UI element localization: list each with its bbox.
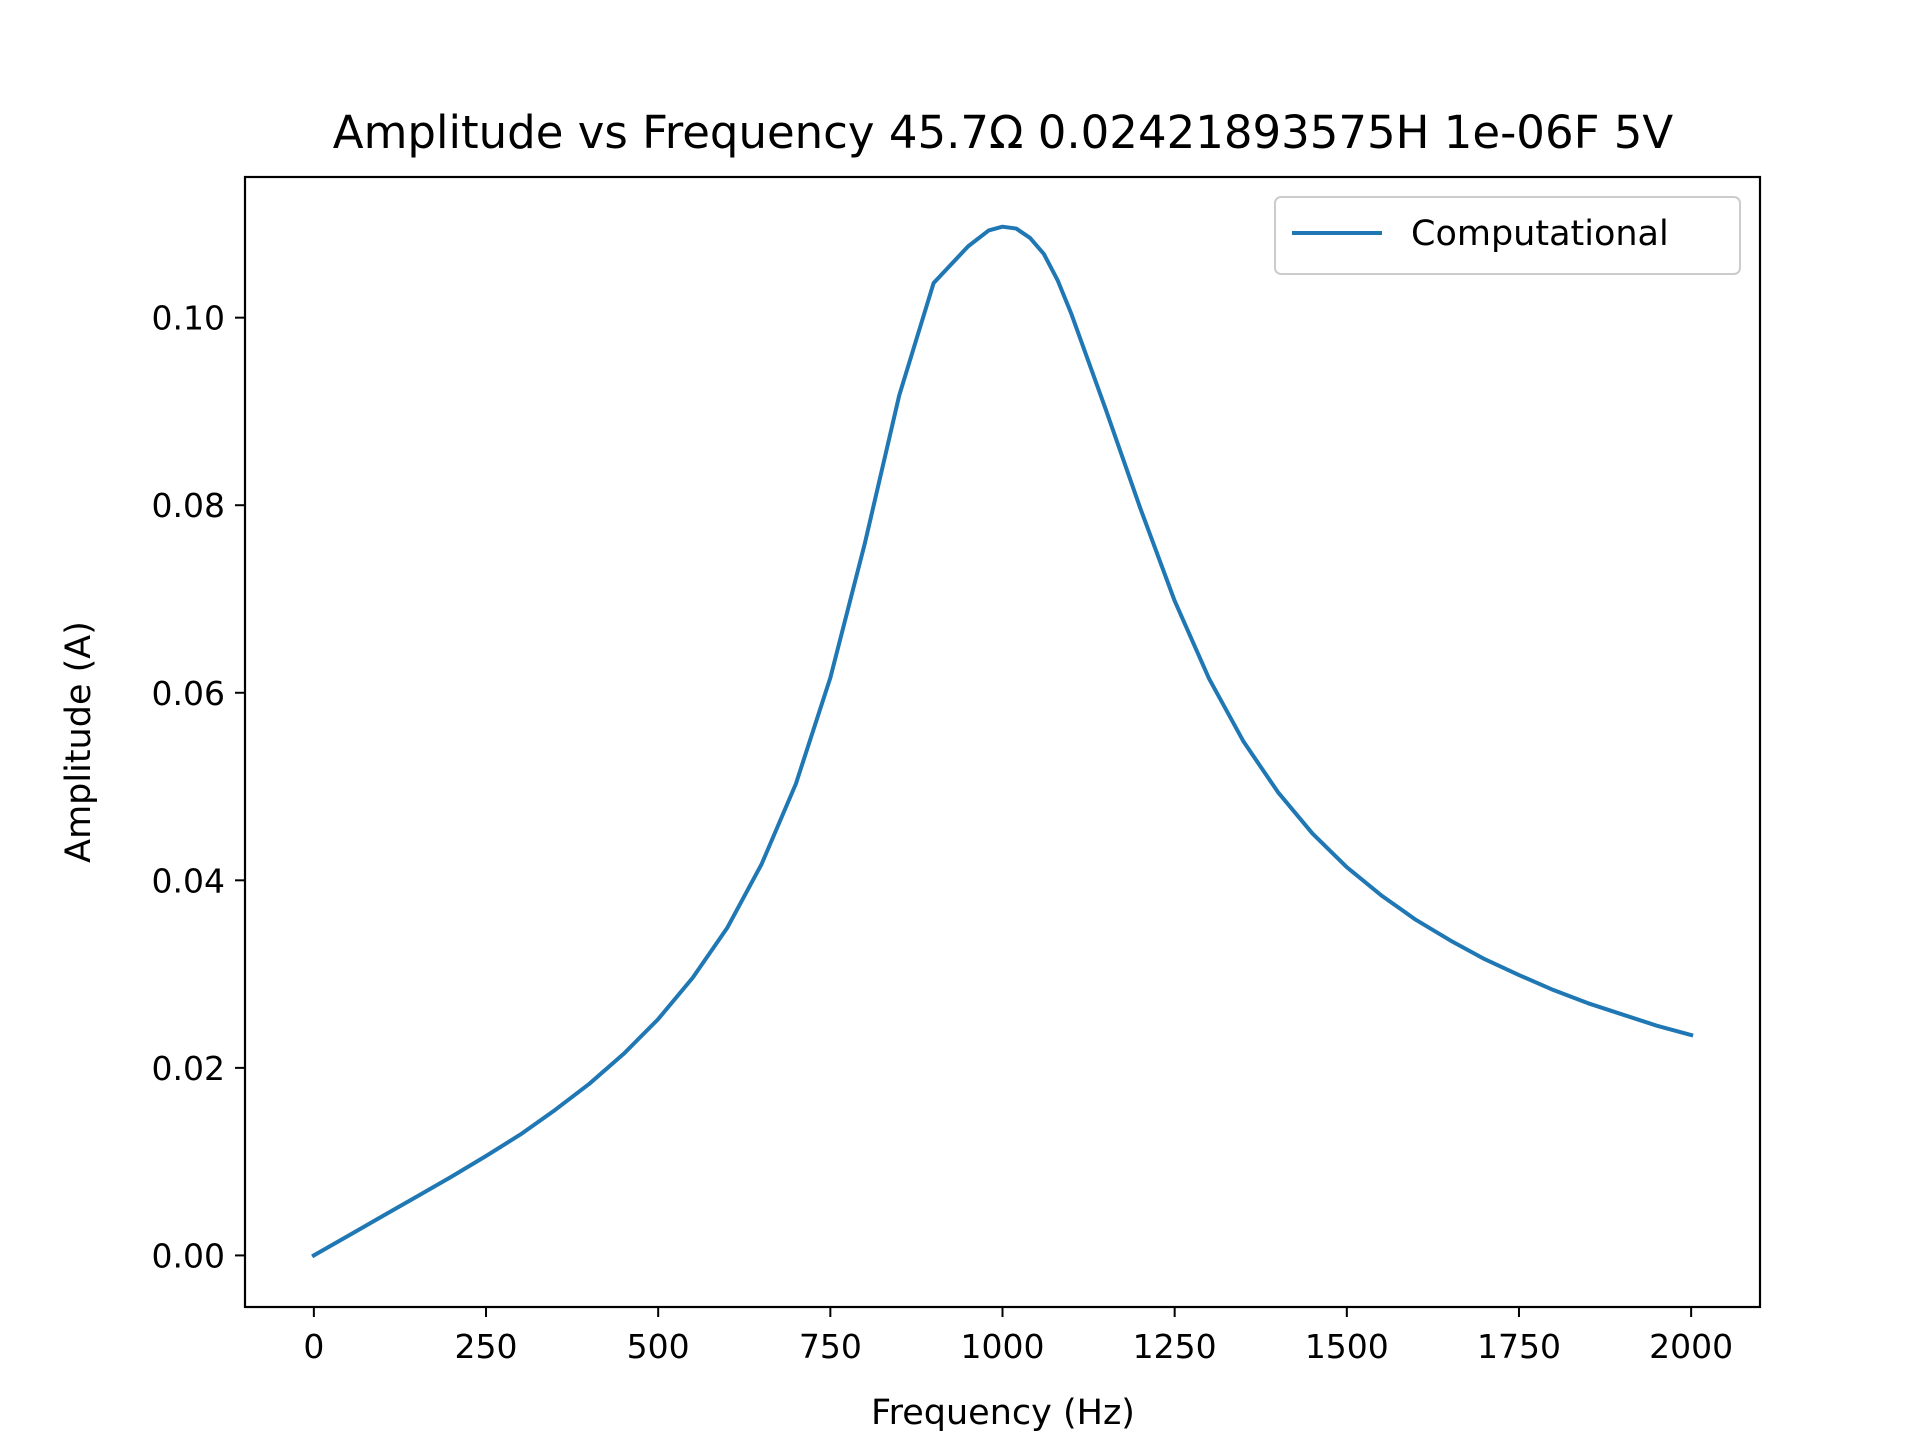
legend: Computational [1274, 196, 1741, 275]
y-tick-label: 0.08 [152, 486, 225, 525]
x-tick-label: 2000 [1649, 1327, 1733, 1366]
y-axis: 0.00 0.02 0.04 0.06 0.08 0.10 [152, 299, 245, 1275]
legend-label-computational: Computational [1411, 214, 1669, 254]
y-tick-label: 0.04 [152, 861, 225, 900]
x-axis-label: Frequency (Hz) [871, 1393, 1135, 1433]
y-tick-label: 0.10 [152, 299, 225, 338]
y-axis-label: Amplitude (A) [59, 621, 99, 863]
x-tick-label: 0 [303, 1327, 324, 1366]
x-tick-label: 250 [455, 1327, 518, 1366]
series-layer [311, 224, 1694, 1259]
x-axis: 0 250 500 750 1000 1250 1500 1750 2000 [303, 1307, 1733, 1366]
y-tick-label: 0.00 [152, 1236, 225, 1275]
chart-title: Amplitude vs Frequency 45.7Ω 0.024218935… [333, 106, 1674, 159]
x-tick-label: 750 [799, 1327, 862, 1366]
x-tick-label: 1500 [1305, 1327, 1389, 1366]
x-tick-label: 1750 [1477, 1327, 1561, 1366]
x-tick-label: 1000 [961, 1327, 1045, 1366]
x-tick-label: 1250 [1133, 1327, 1217, 1366]
series-line-computational [311, 224, 1694, 1259]
y-tick-label: 0.06 [152, 674, 225, 713]
y-tick-label: 0.02 [152, 1049, 225, 1088]
plot-area-frame [243, 175, 1762, 1309]
legend-box [1274, 196, 1741, 275]
x-tick-label: 500 [627, 1327, 690, 1366]
